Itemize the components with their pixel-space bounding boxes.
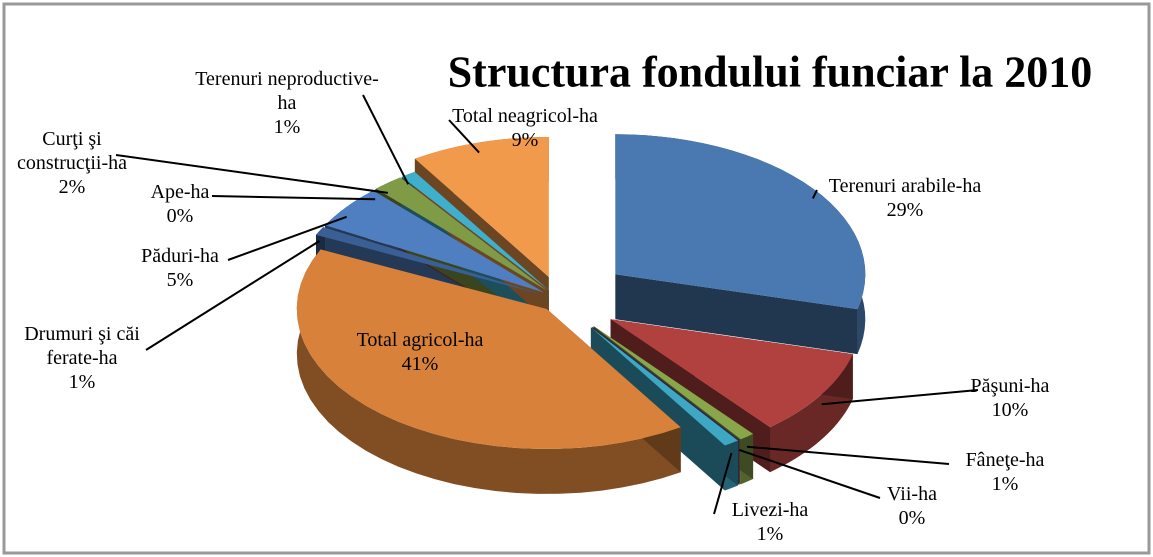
category-label: Total neagricol-ha <box>452 105 598 127</box>
category-label: Drumuri şi căi ferate-ha <box>24 323 140 369</box>
slice <box>593 326 754 440</box>
category-label: Fâneţe-ha <box>965 449 1045 471</box>
category-label: Terenuri arabile-ha <box>828 175 982 197</box>
tops <box>296 134 866 449</box>
leader-line <box>713 452 733 515</box>
data-label: Păşuni-ha 10% <box>970 374 1050 422</box>
leader-line <box>227 215 347 261</box>
data-label: Terenuri neproductive-ha 1% <box>192 67 382 139</box>
category-label: Terenuri neproductive-ha <box>195 68 379 114</box>
slice <box>610 319 853 428</box>
category-label: Curţi şi construcţii-ha <box>17 128 127 174</box>
value-label: 2% <box>58 176 86 198</box>
data-label: Drumuri şi căi ferate-ha 1% <box>2 322 162 394</box>
data-label: Vii-ha 0% <box>872 482 952 530</box>
value-label: 5% <box>166 269 194 291</box>
slice-side <box>296 249 681 494</box>
data-label: Curţi şi construcţii-ha 2% <box>17 127 127 199</box>
value-label: 1% <box>273 116 301 138</box>
slice-side <box>770 354 853 473</box>
slice <box>316 227 543 295</box>
data-label: Livezi-ha 1% <box>700 498 840 546</box>
slice <box>590 327 738 446</box>
value-label: 10% <box>991 399 1029 421</box>
data-label: Păduri-ha 5% <box>120 244 240 292</box>
data-label: Terenuri arabile-ha 29% <box>795 174 1015 222</box>
leader-line <box>738 449 881 499</box>
data-label: Ape-ha 0% <box>140 180 220 228</box>
data-label: Fâneţe-ha 1% <box>935 448 1075 496</box>
category-label: Livezi-ha <box>731 499 809 521</box>
leader-line <box>115 154 389 194</box>
data-label: Total agricol-ha 41% <box>320 328 520 376</box>
value-label: 29% <box>886 199 924 221</box>
category-label: Total agricol-ha <box>356 329 484 351</box>
slice <box>414 137 549 277</box>
category-label: Vii-ha <box>887 483 937 505</box>
leader-line <box>746 445 950 465</box>
leader-line <box>362 94 410 185</box>
category-label: Păduri-ha <box>141 245 219 267</box>
chart-title: Structura fondului funciar la 2010 <box>447 47 1093 97</box>
leader-line <box>448 119 480 154</box>
slice <box>615 134 866 310</box>
slice <box>401 171 549 291</box>
category-label: Ape-ha <box>150 181 210 203</box>
leader-line <box>821 389 979 406</box>
slice-wall <box>615 274 858 355</box>
leader-line <box>811 189 818 199</box>
value-label: 0% <box>166 205 194 227</box>
category-label: Păşuni-ha <box>970 375 1050 397</box>
slice <box>325 190 545 293</box>
value-label: 1% <box>756 523 784 545</box>
value-label: 41% <box>401 353 439 375</box>
slice <box>376 177 548 291</box>
value-label: 1% <box>68 371 96 393</box>
leader-line <box>145 240 320 351</box>
value-label: 1% <box>991 473 1019 495</box>
slice <box>296 249 681 449</box>
data-label: Total neagricol-ha 9% <box>430 104 620 152</box>
value-label: 0% <box>898 507 926 529</box>
value-label: 9% <box>511 129 539 151</box>
leader-line <box>211 195 376 201</box>
